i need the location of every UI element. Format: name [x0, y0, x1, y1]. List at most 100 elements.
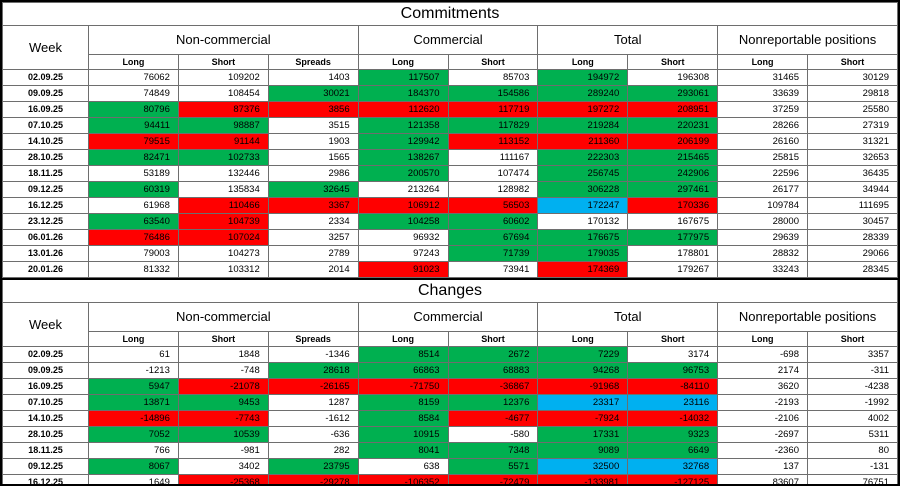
- value-cell: 111167: [447, 149, 539, 166]
- commitments-table: Commitments Week Non-commercial Commerci…: [2, 2, 898, 278]
- value-cell: -2697: [717, 426, 808, 443]
- value-cell: -133981: [537, 474, 629, 484]
- week-cell: 20.01.26: [2, 261, 89, 278]
- value-cell: 206199: [627, 133, 719, 150]
- changes-title: Changes: [2, 278, 898, 303]
- week-cell: 28.10.25: [2, 426, 89, 443]
- group-header-noncommercial: Non-commercial: [88, 302, 359, 332]
- value-cell: 138267: [357, 149, 449, 166]
- commitments-subheader-row: Long Short Spreads Long Short Long Short…: [3, 54, 898, 70]
- value-cell: -127125: [627, 474, 719, 484]
- table-row: 06.01.26 76486 107024 3257 96932 67694 176675 1…: [2, 229, 898, 246]
- value-cell: 28339: [807, 229, 898, 246]
- value-cell: 2174: [717, 362, 808, 379]
- value-cell: 200570: [357, 165, 449, 182]
- value-cell: 23795: [267, 458, 359, 475]
- commitments-title: Commitments: [2, 2, 898, 26]
- value-cell: 76751: [807, 474, 898, 484]
- table-row: 18.11.25 53189 132446 2986 200570 107474 25674…: [2, 165, 898, 182]
- value-cell: 8514: [357, 346, 449, 363]
- value-cell: 222303: [537, 149, 629, 166]
- value-cell: 220231: [627, 117, 719, 134]
- value-cell: 76062: [88, 69, 179, 86]
- table-row: 28.10.25 7052 10539 -636 10915 -580 17331 9323-…: [2, 426, 898, 443]
- value-cell: 109784: [717, 197, 808, 214]
- value-cell: -91968: [537, 378, 629, 395]
- table-row: 16.12.25 61968 110466 3367 106912 56503 172247…: [2, 197, 898, 214]
- week-cell: 14.10.25: [2, 133, 89, 150]
- commitments-title-row: Commitments: [2, 2, 898, 26]
- group-header-total: Total: [537, 302, 719, 332]
- value-cell: -1213: [88, 362, 179, 379]
- value-cell: 8041: [357, 442, 449, 459]
- value-cell: 135834: [177, 181, 269, 198]
- value-cell: 3856: [267, 101, 359, 118]
- value-cell: 110466: [177, 197, 269, 214]
- group-header-nonreportable: Nonreportable positions: [717, 25, 898, 55]
- value-cell: 167675: [627, 213, 719, 230]
- value-cell: 208951: [627, 101, 719, 118]
- value-cell: 113152: [447, 133, 539, 150]
- table-row: 09.09.25 -1213 -748 28618 66863 68883 94268 967…: [2, 362, 898, 379]
- subheader-c-short: Short: [447, 331, 539, 347]
- table-row: 09.12.25 8067 3402 23795 638 5571 32500 32768 13…: [2, 458, 898, 475]
- group-header-nonreportable: Nonreportable positions: [717, 302, 898, 332]
- value-cell: 638: [357, 458, 449, 475]
- value-cell: 25815: [717, 149, 808, 166]
- value-cell: 56503: [447, 197, 539, 214]
- value-cell: 256745: [537, 165, 629, 182]
- value-cell: 1403: [267, 69, 359, 86]
- value-cell: 68883: [447, 362, 539, 379]
- table-row: 09.12.25 60319 135834 32645 213264 128982 3062…: [2, 181, 898, 198]
- value-cell: 33639: [717, 85, 808, 102]
- value-cell: 170336: [627, 197, 719, 214]
- value-cell: 2672: [447, 346, 539, 363]
- value-cell: 28266: [717, 117, 808, 134]
- subheader-c-short: Short: [447, 54, 539, 70]
- value-cell: 34944: [807, 181, 898, 198]
- value-cell: 107024: [177, 229, 269, 246]
- value-cell: 32653: [807, 149, 898, 166]
- value-cell: 174369: [537, 261, 629, 278]
- value-cell: -311: [807, 362, 898, 379]
- value-cell: 28832: [717, 245, 808, 262]
- value-cell: 306228: [537, 181, 629, 198]
- table-row: 13.01.26 79003 104273 2789 97243 71739 179035 1…: [2, 245, 898, 262]
- value-cell: -4238: [807, 378, 898, 395]
- value-cell: 8159: [357, 394, 449, 411]
- value-cell: 33243: [717, 261, 808, 278]
- week-cell: 28.10.25: [2, 149, 89, 166]
- value-cell: 74849: [88, 85, 179, 102]
- value-cell: 121358: [357, 117, 449, 134]
- value-cell: -1612: [267, 410, 359, 427]
- value-cell: 9453: [177, 394, 269, 411]
- commitments-group-header-row: Week Non-commercial Commercial Total Non…: [2, 25, 898, 70]
- changes-table: Changes Week Non-commercial Commercial T…: [2, 278, 898, 484]
- value-cell: 83607: [717, 474, 808, 484]
- subheader-nr-short: Short: [807, 54, 898, 70]
- value-cell: 1848: [177, 346, 269, 363]
- value-cell: 5311: [807, 426, 898, 443]
- table-row: 18.11.25 766 -981 282 8041 7348 9089 6649 -2360 8…: [2, 442, 898, 459]
- subheader-nr-short: Short: [807, 331, 898, 347]
- subheader-nc-long: Long: [88, 331, 179, 347]
- value-cell: 7348: [447, 442, 539, 459]
- week-cell: 18.11.25: [2, 442, 89, 459]
- value-cell: 98887: [177, 117, 269, 134]
- subheader-t-short: Short: [627, 54, 719, 70]
- value-cell: 3620: [717, 378, 808, 395]
- value-cell: 172247: [537, 197, 629, 214]
- value-cell: 112620: [357, 101, 449, 118]
- value-cell: 3257: [267, 229, 359, 246]
- value-cell: 23317: [537, 394, 629, 411]
- week-cell: 13.01.26: [2, 245, 89, 262]
- week-cell: 02.09.25: [2, 69, 89, 86]
- value-cell: 154586: [447, 85, 539, 102]
- subheader-nc-spreads: Spreads: [267, 54, 359, 70]
- value-cell: 32500: [537, 458, 629, 475]
- subheader-t-short: Short: [627, 331, 719, 347]
- week-cell: 23.12.25: [2, 213, 89, 230]
- value-cell: -636: [267, 426, 359, 443]
- value-cell: 137: [717, 458, 808, 475]
- table-row: 02.09.25 76062 109202 1403 117507 85703 194972…: [2, 69, 898, 86]
